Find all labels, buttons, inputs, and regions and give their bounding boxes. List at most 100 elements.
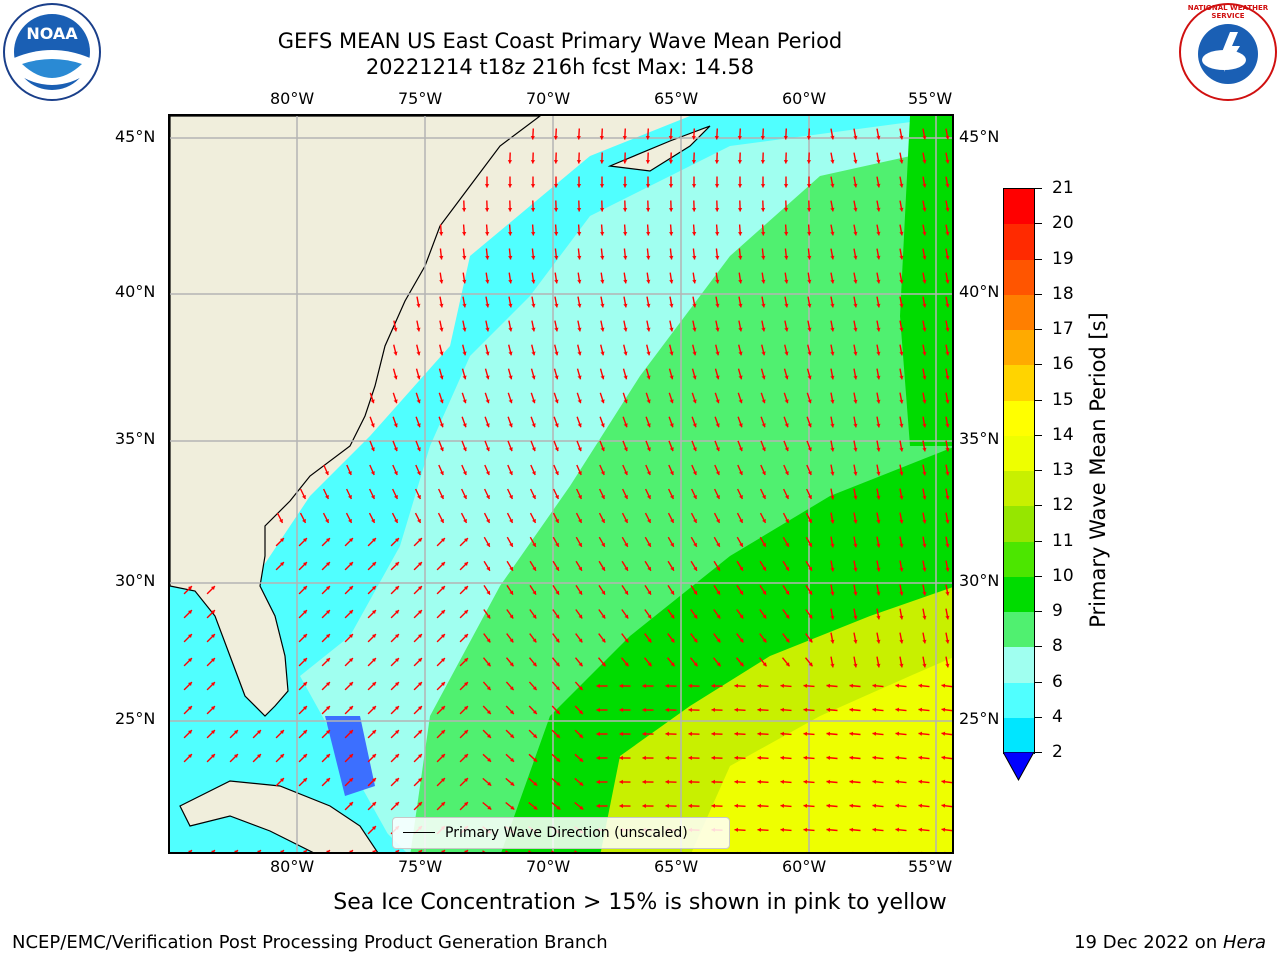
wave-arrow-head [853,423,858,428]
wave-arrow-head [716,566,720,571]
wave-arrow-head [508,375,513,380]
map-legend: Primary Wave Direction (unscaled) [392,817,730,849]
lat-label-right-25n: 25°N [959,709,1000,728]
wave-arrow-head [642,707,646,713]
wave-arrow-head [303,850,307,852]
wave-arrow-head [807,232,812,236]
wave-arrow-head [830,471,835,476]
wave-arrow-head [530,160,536,164]
wave-arrow-head [507,160,513,164]
lon-label-bottom-70w: 70°W [526,857,571,876]
noaa-logo: NOAA [2,2,102,102]
wave-arrow-head [646,423,651,428]
wave-arrow-head [441,586,445,590]
wave-arrow-head [876,375,881,380]
wave-arrow-head [711,779,715,784]
wave-arrow-head [784,447,789,452]
wave-arrow-head [830,231,835,236]
wave-arrow-head [803,755,807,760]
wave-arrow-head [303,682,307,686]
wave-arrow-head [211,754,215,758]
wave-arrow-head [395,658,399,662]
wave-arrow-head [509,566,513,571]
wave-arrow-head [646,375,651,380]
wave-arrow-head [642,779,646,785]
wave-arrow-head [715,471,720,475]
wave-arrow-head [669,327,674,332]
wave-arrow-head [688,779,692,785]
wave-arrow-head [441,562,445,566]
wave-arrow-head [872,755,877,760]
wave-arrow-head [372,706,376,710]
wave-direction-arrows [183,128,952,852]
wave-arrow-head [485,232,490,236]
wave-arrow-head [941,827,946,832]
wave-arrow-head [532,566,536,571]
wave-arrow-head [691,160,697,164]
wave-arrow-head [918,683,923,688]
wave-arrow-head [578,638,583,643]
legend-label: Primary Wave Direction (unscaled) [445,825,688,841]
wave-arrow-head [462,232,467,236]
wave-arrow-head [533,757,537,762]
wave-arrow-head [785,662,790,667]
wave-arrow-head [486,686,491,691]
wave-arrow-head [761,279,766,284]
wave-arrow-head [533,805,538,810]
wave-arrow-head [326,850,330,852]
wave-arrow-head [508,279,513,284]
wave-arrow-head [441,538,445,542]
wave-arrow-head [441,634,445,638]
wave-arrow-head [806,851,807,852]
wave-arrow-head [507,184,513,188]
wave-arrow-head [922,423,927,428]
wave-arrow-head [945,639,950,644]
wave-arrow-head [784,327,789,332]
colorbar [1003,188,1035,754]
wave-arrow-head [784,399,789,404]
wave-arrow-head [830,375,835,380]
wave-arrow-head [646,232,651,236]
wave-arrow-head [647,590,651,595]
wave-arrow-head [348,495,352,499]
wave-arrow-head [624,590,628,595]
wave-arrow-head [601,566,605,571]
wave-arrow-head [668,208,674,212]
wave-arrow-head [393,351,398,356]
wave-arrow-head [692,327,697,332]
wave-arrow-head [211,730,215,734]
wave-arrow-head [918,731,923,736]
wave-arrow-head [211,850,215,852]
wave-arrow-head [876,663,881,668]
wave-arrow-head [325,518,329,523]
wave-arrow-head [487,781,492,786]
colorbar-segment [1004,365,1034,401]
wave-arrow-head [784,423,789,428]
wave-arrow-head [578,495,582,499]
wave-arrow-head [326,586,330,590]
wave-arrow-head [257,730,261,734]
wave-arrow-head [807,375,812,380]
wave-arrow-head [760,136,765,140]
wave-arrow-head [370,399,375,404]
wave-arrow-head [807,327,812,332]
wave-arrow-head [872,779,877,784]
colorbar-tick-mark [1034,364,1042,366]
wave-arrow-head [761,447,766,452]
wave-arrow-head [945,591,950,596]
wave-arrow-head [830,207,835,212]
wave-arrow-head [849,803,854,808]
wave-arrow-head [783,208,789,212]
wave-arrow-head [371,495,375,499]
wave-arrow-head [830,567,835,572]
colorbar-tick-label: 6 [1052,671,1063,692]
wave-arrow-head [761,471,766,475]
wave-arrow-head [646,447,651,452]
colorbar-tick-label: 17 [1052,319,1074,339]
wave-arrow-head [647,566,651,571]
wave-arrow-head [806,184,812,188]
wave-arrow-head [715,327,720,332]
wave-arrow-head [622,184,628,188]
wave-arrow-head [532,686,537,691]
wave-arrow-head [899,351,904,356]
